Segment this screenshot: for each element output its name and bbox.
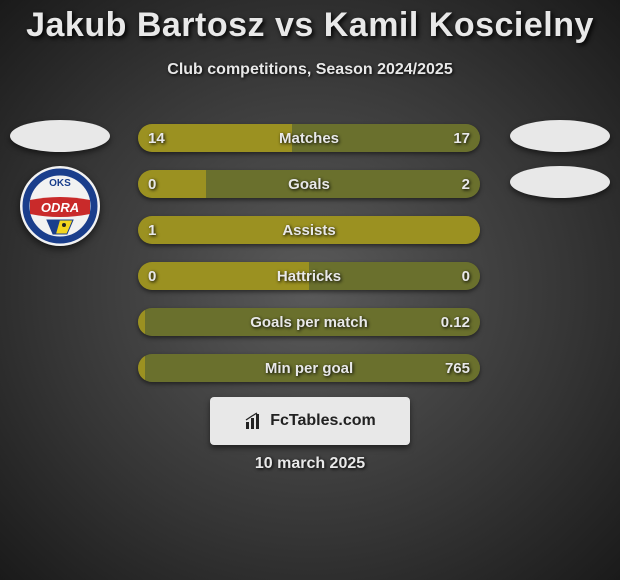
odra-logo-icon: OKS ODRA (20, 166, 100, 246)
player2-club-pill (510, 166, 610, 198)
stat-row: Hattricks00 (138, 262, 480, 290)
left-column: OKS ODRA (10, 120, 110, 246)
stat-row: Goals02 (138, 170, 480, 198)
right-column (510, 120, 610, 198)
stat-bar-right (206, 170, 480, 198)
stat-bar-left (138, 170, 206, 198)
stat-bar-left (138, 354, 145, 382)
svg-text:OKS: OKS (49, 178, 71, 189)
player1-name-pill (10, 120, 110, 152)
stat-row: Assists1 (138, 216, 480, 244)
stat-bar-left (138, 308, 145, 336)
player1-club-logo: OKS ODRA (20, 166, 100, 246)
page-title: Jakub Bartosz vs Kamil Koscielny (0, 0, 620, 45)
stat-row: Min per goal765 (138, 354, 480, 382)
subtitle: Club competitions, Season 2024/2025 (0, 61, 620, 79)
svg-text:ODRA: ODRA (41, 200, 79, 215)
source-badge: FcTables.com (210, 397, 410, 445)
stat-row: Goals per match0.12 (138, 308, 480, 336)
stat-bar-left (138, 124, 292, 152)
chart-icon (244, 411, 264, 431)
stat-bar-right (292, 124, 480, 152)
stat-bar-right (145, 308, 480, 336)
stat-bar-left (138, 262, 309, 290)
source-text: FcTables.com (270, 412, 376, 430)
stat-row: Matches1417 (138, 124, 480, 152)
stat-bar-right (145, 354, 480, 382)
stat-bar-right (309, 262, 480, 290)
player2-name-pill (510, 120, 610, 152)
stats-bars: Matches1417 Goals02 Assists1 Hattricks00 Goa… (138, 124, 480, 382)
date-text: 10 march 2025 (0, 455, 620, 473)
stat-bar-left (138, 216, 480, 244)
